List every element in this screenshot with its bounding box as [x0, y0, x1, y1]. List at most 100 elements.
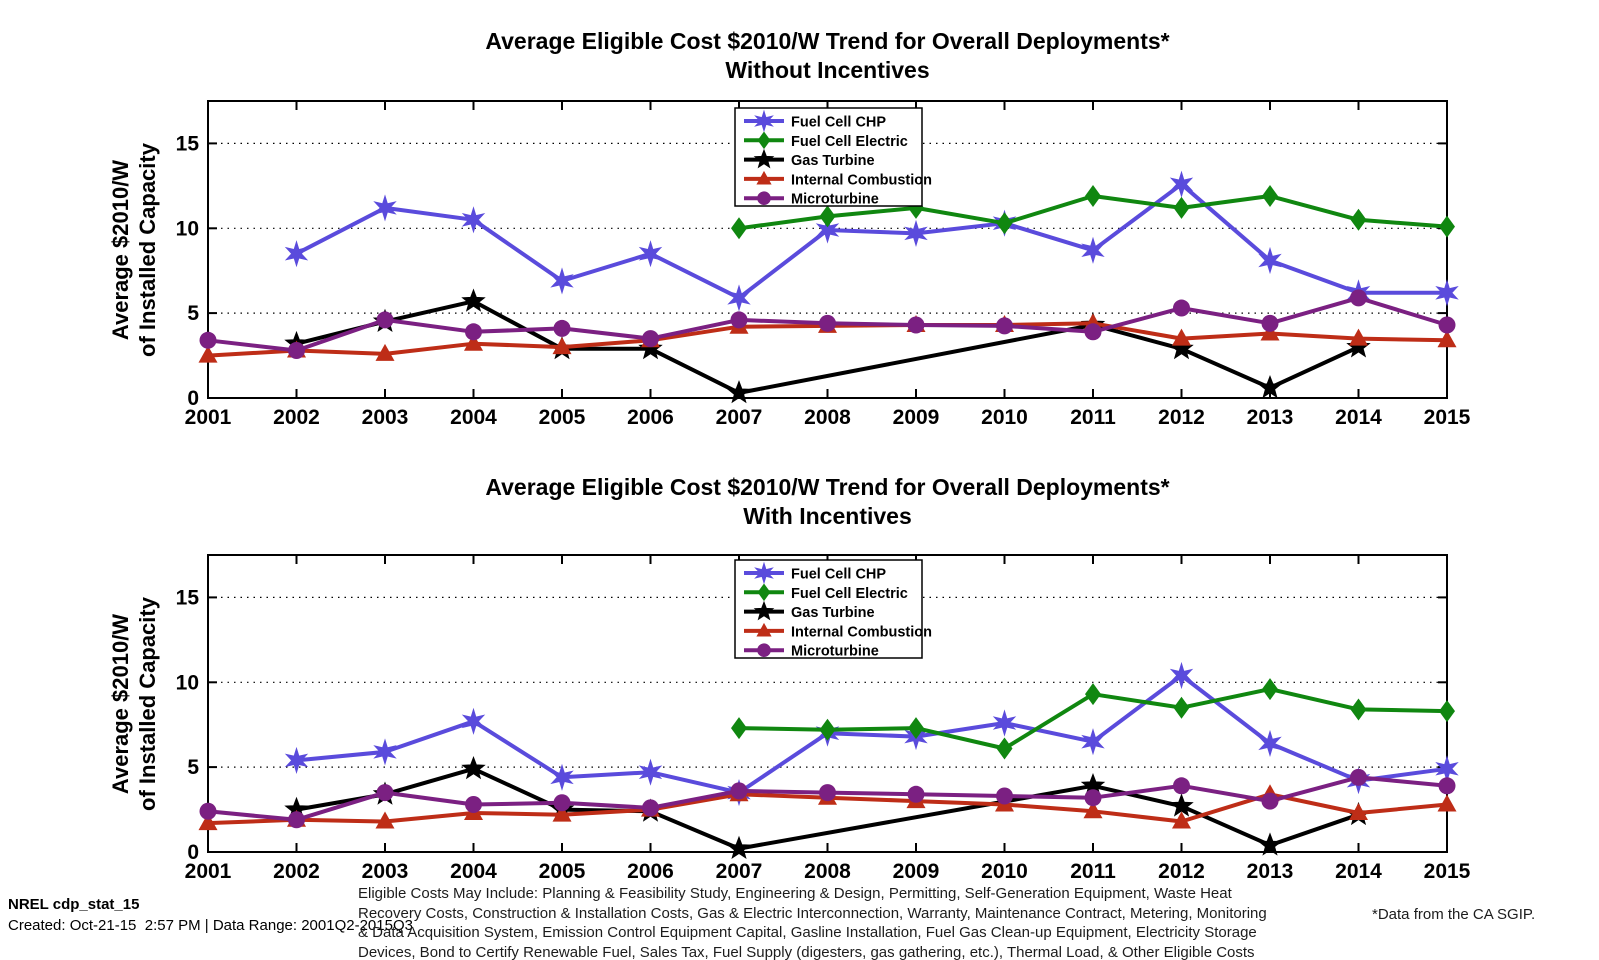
- marker-star6: [1081, 728, 1105, 756]
- chart2-subtitle: With Incentives: [743, 503, 912, 529]
- x-tick-label: 2004: [450, 860, 497, 883]
- marker-circle: [1350, 289, 1367, 307]
- marker-circle: [1261, 792, 1279, 810]
- marker-circle: [642, 799, 659, 817]
- marker-diamond: [1350, 208, 1367, 231]
- x-tick-label: 2007: [716, 406, 763, 429]
- y-tick-label: 0: [187, 841, 199, 864]
- marker-triangle: [1349, 328, 1368, 346]
- marker-diamond: [996, 212, 1013, 235]
- footnote-line-1: Eligible Costs May Include: Planning & F…: [358, 885, 1232, 902]
- marker-triangle: [1172, 328, 1191, 346]
- series-gas-turbine: [284, 755, 1371, 860]
- x-tick-label: 2014: [1335, 406, 1382, 429]
- y-tick-label: 15: [176, 132, 200, 155]
- y-tick-label: 10: [176, 217, 199, 240]
- series-fuel-cell-electric: [731, 185, 1455, 240]
- x-tick-label: 2013: [1247, 406, 1294, 429]
- marker-star5: [1257, 374, 1283, 399]
- chart1-y-axis-label-line1: Average $2010/W: [108, 159, 133, 341]
- marker-diamond: [908, 717, 924, 740]
- marker-diamond: [1350, 698, 1367, 721]
- x-tick-label: 2008: [804, 406, 851, 429]
- x-tick-label: 2003: [362, 406, 409, 429]
- marker-star6: [284, 746, 309, 774]
- marker-diamond: [1262, 678, 1278, 701]
- marker-triangle: [198, 813, 218, 831]
- marker-star6: [461, 206, 486, 234]
- series-fuel-cell-electric: [731, 678, 1455, 760]
- marker-circle: [1438, 316, 1456, 334]
- series-microturbine: [199, 289, 1456, 359]
- marker-diamond: [1439, 215, 1455, 238]
- x-tick-label: 2010: [981, 406, 1028, 429]
- chart2-y-axis-label-line1: Average $2010/W: [108, 613, 133, 795]
- marker-circle: [1173, 777, 1190, 795]
- created-data-range-line: Created: Oct-21-15 2:57 PM | Data Range:…: [8, 917, 413, 934]
- legend-label: Microturbine: [791, 644, 879, 660]
- x-tick-label: 2011: [1070, 860, 1116, 883]
- marker-triangle: [1172, 811, 1191, 829]
- marker-star6: [992, 709, 1017, 737]
- marker-star6: [1258, 246, 1282, 275]
- marker-star6: [373, 738, 397, 766]
- x-tick-label: 2006: [627, 406, 674, 429]
- x-tick-label: 2003: [362, 860, 409, 883]
- x-tick-label: 2011: [1070, 406, 1116, 429]
- y-tick-label: 5: [187, 756, 199, 779]
- marker-diamond: [1173, 196, 1190, 219]
- legend: Fuel Cell CHP Fuel Cell Electric Gas Turbi…: [734, 559, 932, 660]
- marker-star5: [461, 288, 486, 312]
- marker-triangle: [1349, 802, 1368, 820]
- marker-diamond: [1262, 185, 1278, 208]
- x-tick-label: 2004: [450, 406, 497, 429]
- series-line: [296, 673, 1448, 795]
- series-line: [296, 766, 1360, 851]
- footnote-line-4: Devices, Bond to Certify Renewable Fuel,…: [358, 943, 1255, 960]
- series-microturbine: [199, 768, 1456, 829]
- x-tick-label: 2012: [1158, 406, 1205, 429]
- x-tick-label: 2002: [273, 406, 320, 429]
- marker-star5: [753, 148, 775, 169]
- marker-circle: [199, 802, 217, 820]
- marker-star6: [461, 707, 486, 735]
- marker-triangle: [1260, 323, 1280, 341]
- marker-diamond: [1085, 185, 1101, 208]
- chart1-title: Average Eligible Cost $2010/W Trend for …: [485, 28, 1170, 54]
- chart1-y-axis-label-line2: of Installed Capacity: [135, 143, 160, 357]
- data-source-note: *Data from the CA SGIP.: [1372, 906, 1536, 923]
- marker-triangle: [464, 333, 483, 351]
- x-tick-label: 2005: [539, 860, 586, 883]
- marker-star5: [1257, 832, 1283, 856]
- x-tick-label: 2015: [1424, 406, 1471, 429]
- series-line: [296, 299, 1360, 395]
- y-tick-label: 10: [176, 671, 199, 694]
- footnote-line-2: Recovery Costs, Construction & Installat…: [358, 904, 1267, 922]
- x-tick-label: 2010: [981, 860, 1028, 883]
- marker-triangle: [552, 804, 572, 822]
- marker-circle: [465, 795, 482, 813]
- x-tick-label: 2001: [185, 860, 232, 883]
- marker-circle: [553, 319, 571, 337]
- marker-circle: [288, 811, 305, 829]
- chart1-y-axis-label: Average $2010/W of Installed Capacity: [107, 143, 161, 357]
- marker-star6: [284, 240, 309, 268]
- x-tick-label: 2013: [1247, 860, 1294, 883]
- marker-diamond: [757, 131, 771, 150]
- x-tick-label: 2012: [1158, 860, 1205, 883]
- marker-diamond: [731, 217, 747, 240]
- marker-star5: [1169, 793, 1194, 817]
- marker-triangle: [1437, 330, 1457, 348]
- marker-circle: [1261, 314, 1279, 332]
- marker-star6: [1435, 279, 1459, 307]
- chart1-subtitle: Without Incentives: [725, 57, 930, 83]
- marker-triangle: [198, 345, 218, 363]
- marker-diamond: [731, 717, 747, 740]
- x-tick-label: 2014: [1335, 860, 1382, 883]
- legend-label: Gas Turbine: [791, 153, 875, 169]
- x-tick-label: 2015: [1424, 860, 1471, 883]
- x-tick-label: 2007: [716, 860, 763, 883]
- marker-circle: [996, 787, 1013, 805]
- series-line: [295, 182, 1447, 300]
